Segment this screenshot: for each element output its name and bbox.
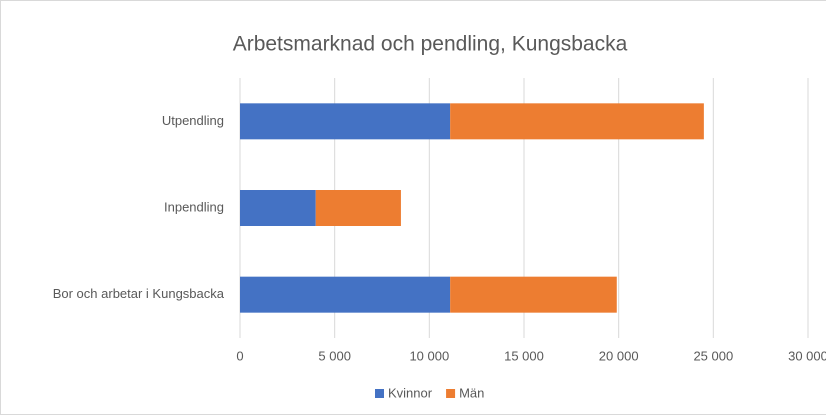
x-tick-label: 20 000: [599, 348, 639, 363]
bar: [315, 190, 401, 226]
bar: [450, 276, 617, 313]
y-tick-label: Utpendling: [162, 113, 224, 128]
x-tick-label: 0: [236, 348, 243, 363]
y-tick-label: Inpendling: [164, 199, 224, 214]
x-tick-label: 15 000: [504, 348, 544, 363]
legend-label: Män: [459, 385, 484, 400]
bar: [450, 103, 704, 140]
x-tick-label: 10 000: [409, 348, 449, 363]
x-tick-label: 25 000: [693, 348, 733, 363]
x-tick-label: 5 000: [318, 348, 351, 363]
bar: [240, 103, 451, 140]
bar: [240, 276, 451, 313]
chart-title: Arbetsmarknad och pendling, Kungsbacka: [233, 33, 628, 56]
legend-swatch: [375, 389, 384, 398]
legend-swatch: [446, 389, 456, 398]
y-tick-label: Bor och arbetar i Kungsbacka: [53, 286, 225, 301]
legend-label: Kvinnor: [388, 385, 433, 400]
bar: [240, 190, 316, 226]
x-tick-label: 30 000: [788, 348, 826, 363]
